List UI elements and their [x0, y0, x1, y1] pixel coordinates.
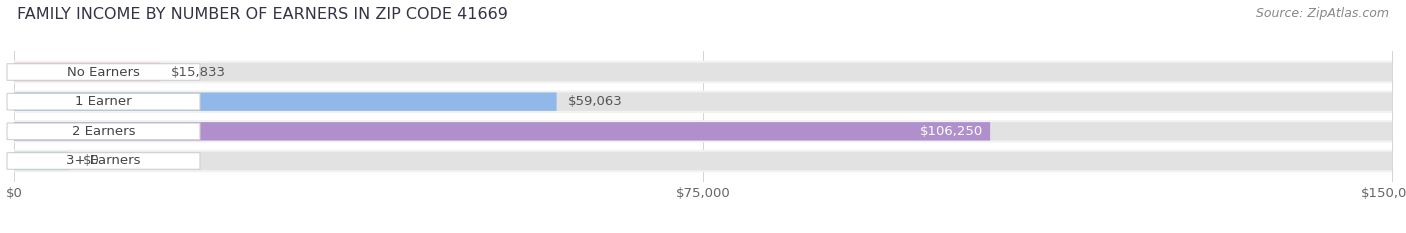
Text: No Earners: No Earners	[67, 65, 141, 79]
Text: $59,063: $59,063	[568, 95, 623, 108]
FancyBboxPatch shape	[14, 152, 69, 170]
FancyBboxPatch shape	[14, 93, 557, 111]
Text: $15,833: $15,833	[170, 65, 225, 79]
FancyBboxPatch shape	[7, 93, 200, 110]
FancyBboxPatch shape	[14, 122, 990, 140]
FancyBboxPatch shape	[14, 63, 159, 81]
FancyBboxPatch shape	[7, 123, 200, 140]
Text: 1 Earner: 1 Earner	[75, 95, 132, 108]
FancyBboxPatch shape	[14, 122, 1392, 140]
FancyBboxPatch shape	[14, 152, 1392, 170]
FancyBboxPatch shape	[7, 64, 200, 80]
FancyBboxPatch shape	[7, 153, 200, 169]
FancyBboxPatch shape	[14, 120, 1392, 143]
Text: $106,250: $106,250	[920, 125, 983, 138]
Text: $0: $0	[83, 154, 100, 168]
Text: Source: ZipAtlas.com: Source: ZipAtlas.com	[1256, 7, 1389, 20]
FancyBboxPatch shape	[14, 150, 1392, 172]
FancyBboxPatch shape	[14, 61, 1392, 83]
Text: 2 Earners: 2 Earners	[72, 125, 135, 138]
FancyBboxPatch shape	[14, 93, 1392, 111]
FancyBboxPatch shape	[14, 63, 1392, 81]
Text: FAMILY INCOME BY NUMBER OF EARNERS IN ZIP CODE 41669: FAMILY INCOME BY NUMBER OF EARNERS IN ZI…	[17, 7, 508, 22]
Text: 3+ Earners: 3+ Earners	[66, 154, 141, 168]
FancyBboxPatch shape	[14, 90, 1392, 113]
